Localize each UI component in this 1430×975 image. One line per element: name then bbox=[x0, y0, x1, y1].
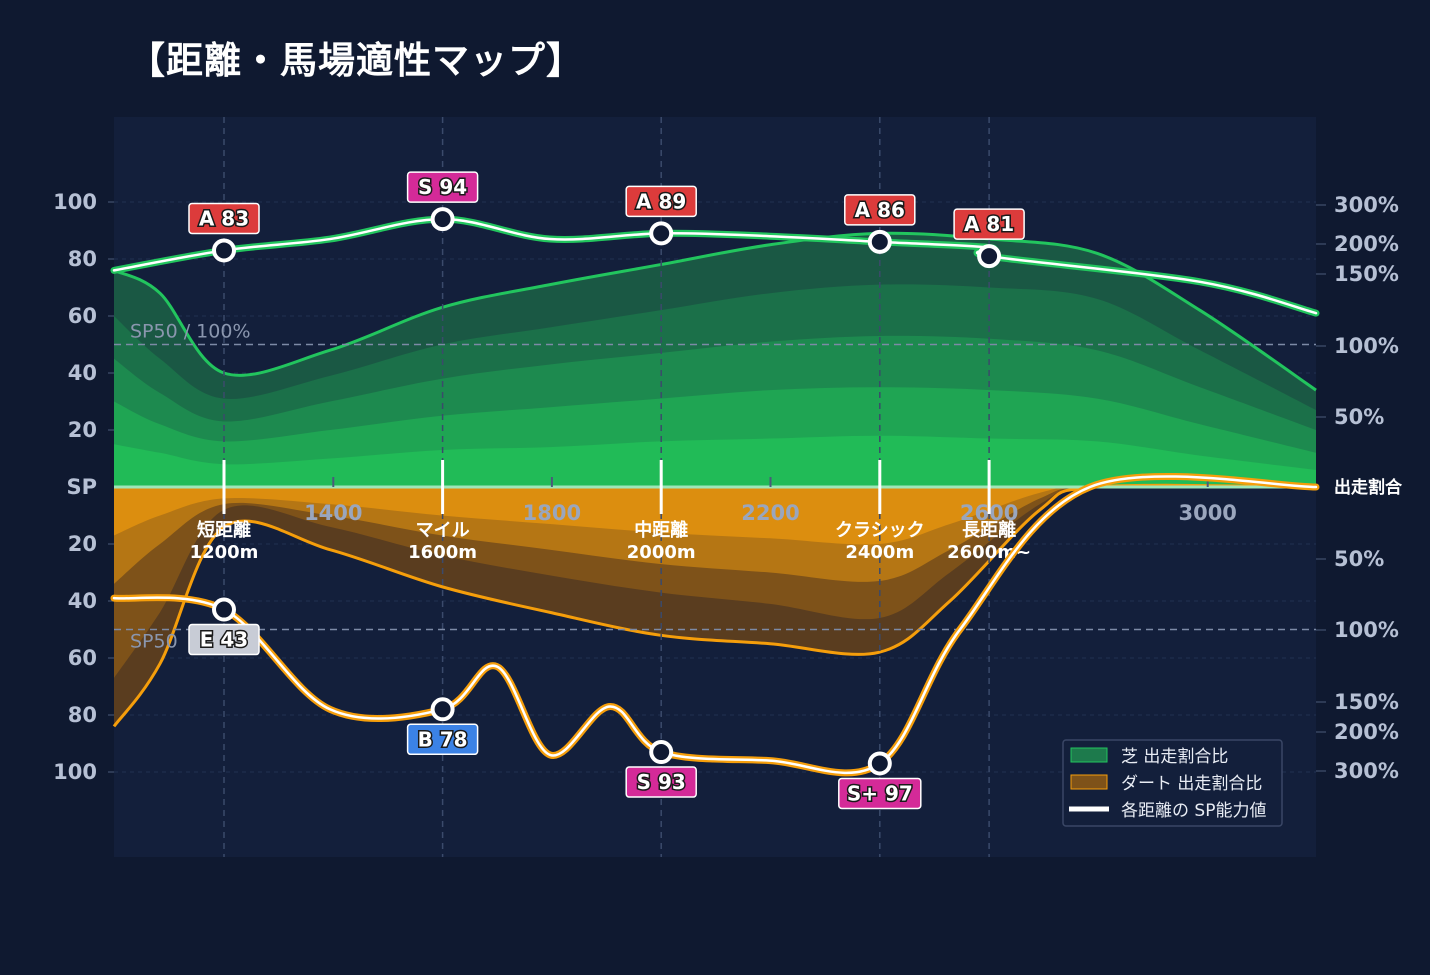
dirt-ratio-band bbox=[114, 485, 1316, 678]
y-tick-label: 20 bbox=[68, 532, 97, 556]
y-tick-label: 20 bbox=[68, 418, 97, 442]
badge-label: B 78 bbox=[418, 727, 468, 751]
right-center-label: 出走割合 bbox=[1334, 477, 1403, 498]
x-tick-label: 3000 bbox=[1178, 501, 1236, 525]
turf-sp-point bbox=[212, 238, 236, 263]
right-tick-label: 50% bbox=[1334, 405, 1384, 429]
turf-ratio-line bbox=[113, 231, 1317, 392]
badge-box bbox=[406, 171, 479, 203]
x-axis: 14001800220026003000短距離1200mマイル1600m中距離2… bbox=[190, 460, 1237, 563]
legend-label: 芝 出走割合比 bbox=[1121, 747, 1228, 767]
turf-ratio-band bbox=[114, 435, 1316, 487]
category-distance: 2000m bbox=[627, 542, 696, 563]
y-tick-label: 80 bbox=[68, 247, 97, 271]
right-tick-label: 200% bbox=[1334, 232, 1399, 256]
dirt-sp-line bbox=[112, 475, 1318, 775]
badge-label: S+ 97 bbox=[847, 781, 913, 805]
badge-box bbox=[188, 202, 260, 235]
dirt-grade-badge: B 78 bbox=[406, 723, 479, 756]
turf-sp-point bbox=[867, 229, 892, 254]
dirt-reference-label: SP50 bbox=[130, 631, 178, 653]
turf-grade-badge: S 94 bbox=[406, 171, 479, 203]
right-tick-label: 150% bbox=[1334, 690, 1399, 714]
category-name: マイル bbox=[416, 520, 470, 541]
badge-box bbox=[625, 766, 697, 798]
turf-grade-badge: A 89 bbox=[625, 185, 697, 218]
right-tick-label: 100% bbox=[1334, 334, 1399, 358]
category-name: クラシック bbox=[835, 520, 925, 541]
badge-box bbox=[625, 185, 697, 218]
legend-swatch-dirt bbox=[1070, 774, 1108, 790]
badge-label: A 83 bbox=[199, 206, 249, 230]
badge-box bbox=[844, 194, 916, 226]
turf-sp-point bbox=[649, 221, 674, 246]
y-tick-label: 100 bbox=[53, 760, 97, 784]
dirt-grade-badge: S 93 bbox=[625, 766, 697, 798]
badge-box bbox=[953, 208, 1025, 240]
turf-grade-badge: A 86 bbox=[844, 194, 916, 226]
x-tick-label: 1400 bbox=[304, 501, 362, 525]
chart-title: 【距離・馬場適性マップ】 bbox=[128, 39, 584, 82]
turf-grade-badge: A 81 bbox=[953, 208, 1025, 240]
right-tick-label: 100% bbox=[1334, 618, 1399, 642]
turf-sp-line bbox=[112, 217, 1318, 315]
y-tick-label: 80 bbox=[68, 703, 97, 727]
dirt-grade-badge: E 43 bbox=[188, 623, 260, 656]
dirt-distribution bbox=[112, 483, 1317, 728]
turf-sp-point bbox=[430, 207, 455, 232]
category-name: 長距離 bbox=[962, 519, 1016, 541]
dirt-sp-point bbox=[867, 751, 892, 776]
right-tick-label: 150% bbox=[1334, 262, 1399, 286]
x-tick-label: 1800 bbox=[523, 501, 581, 525]
y-tick-label: 60 bbox=[68, 646, 97, 670]
right-tick-label: 300% bbox=[1334, 193, 1399, 217]
y-axis: 100 80 60 40 20 SP 20 40 60 80 100 bbox=[53, 190, 114, 784]
legend-swatch-turf bbox=[1070, 747, 1108, 763]
dirt-sp-point bbox=[649, 740, 674, 765]
turf-reference-label: SP50 / 100% bbox=[130, 321, 251, 343]
turf-sp-point bbox=[977, 244, 1002, 269]
badge-label: E 43 bbox=[200, 628, 248, 652]
category-name: 中距離 bbox=[634, 519, 688, 541]
y-tick-label: 40 bbox=[68, 361, 97, 385]
reference-lines: SP50 / 100% SP50 bbox=[114, 321, 1316, 653]
right-tick-label: 300% bbox=[1334, 759, 1399, 783]
legend-box bbox=[1062, 739, 1283, 827]
badge-label: S 94 bbox=[418, 175, 467, 199]
badge-label: A 86 bbox=[855, 198, 905, 222]
badge-label: S 93 bbox=[637, 770, 686, 794]
dirt-sp-point bbox=[212, 597, 236, 622]
category-distance: 1200m bbox=[190, 542, 259, 563]
legend-label: ダート 出走割合比 bbox=[1121, 774, 1262, 794]
turf-distribution bbox=[113, 231, 1317, 487]
turf-grade-badge: A 83 bbox=[188, 202, 260, 235]
badge-box bbox=[406, 723, 479, 756]
category-distance: 2400m bbox=[845, 542, 914, 563]
x-tick-label: 2200 bbox=[741, 501, 799, 525]
badge-label: A 89 bbox=[636, 189, 686, 213]
badge-label: A 81 bbox=[964, 212, 1014, 236]
dirt-ratio-band bbox=[114, 486, 1316, 545]
category-name: 短距離 bbox=[197, 519, 251, 541]
y-tick-label: 40 bbox=[68, 589, 97, 613]
category-distance: 1600m bbox=[408, 542, 477, 563]
dirt-sp-point bbox=[430, 697, 455, 722]
y-tick-label: 100 bbox=[53, 190, 97, 214]
legend-label: 各距離の SP能力値 bbox=[1121, 801, 1266, 821]
badge-box bbox=[188, 623, 260, 656]
right-axis: 300% 200% 150% 100% 50% 50% 100% 150% 200% 300% 出走… bbox=[1316, 193, 1403, 783]
badge-box bbox=[838, 777, 922, 810]
right-tick-label: 50% bbox=[1334, 547, 1384, 571]
dirt-grade-badge: S+ 97 bbox=[838, 777, 922, 810]
y-tick-label: 60 bbox=[68, 304, 97, 328]
right-tick-label: 200% bbox=[1334, 720, 1399, 744]
y-tick-label: SP bbox=[66, 475, 97, 499]
